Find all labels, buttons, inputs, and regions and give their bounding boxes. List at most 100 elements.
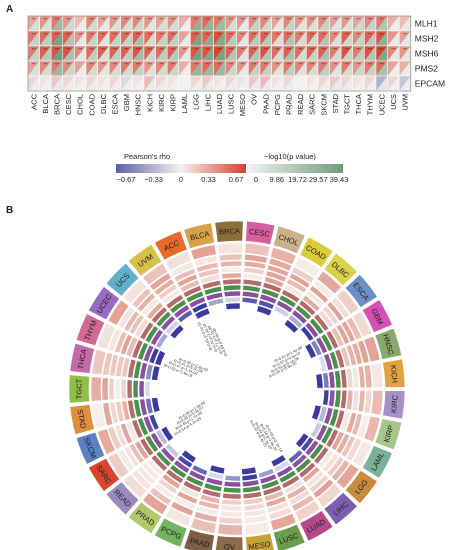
significance-stars: *** xyxy=(264,48,269,52)
cancer-label: THYM xyxy=(366,94,375,115)
rho-cell xyxy=(364,31,376,46)
significance-stars: *** xyxy=(113,33,118,37)
correlation-cell xyxy=(136,465,156,486)
correlation-cell xyxy=(301,294,321,312)
significance-stars: *** xyxy=(299,48,304,52)
cancer-segment xyxy=(273,523,306,550)
cancer-segment xyxy=(183,528,215,550)
rho-cell xyxy=(271,31,284,46)
correlation-cell xyxy=(133,360,143,379)
correlation-cell xyxy=(298,461,317,479)
pvalue-cell xyxy=(225,61,237,76)
pvalue-cell xyxy=(306,61,318,76)
correlation-cell xyxy=(190,244,217,261)
correlation-cell xyxy=(177,309,194,324)
correlation-cell xyxy=(244,253,268,264)
pvalue-cell xyxy=(190,76,202,91)
correlation-cell xyxy=(164,319,180,335)
rho-cell xyxy=(213,46,226,61)
cancer-segment xyxy=(382,358,406,388)
correlation-cell xyxy=(218,253,243,262)
pvalue-cell xyxy=(97,61,110,76)
correlation-cell xyxy=(334,370,342,389)
pvalue-cell xyxy=(318,16,330,31)
correlation-cell xyxy=(191,301,209,314)
significance-stars: *** xyxy=(310,18,315,22)
correlation-cell xyxy=(194,307,211,320)
significance-stars: *** xyxy=(310,63,315,67)
cancer-label: UVM xyxy=(401,94,410,111)
correlation-cell xyxy=(311,404,322,421)
cancer-segment xyxy=(69,404,95,436)
significance-stars: *** xyxy=(159,63,164,67)
significance-stars: *** xyxy=(136,63,141,67)
correlation-cell xyxy=(220,504,242,512)
pvalue-cell xyxy=(190,16,202,31)
pvalue-cell xyxy=(144,46,156,61)
rho-cell xyxy=(271,61,284,76)
correlation-cell xyxy=(222,486,242,494)
pvalue-cell xyxy=(260,46,272,61)
correlation-cell xyxy=(126,379,133,399)
correlation-cell xyxy=(294,457,312,474)
correlation-cell xyxy=(322,389,330,406)
rho-cell xyxy=(39,46,52,61)
rho-cell xyxy=(155,76,168,91)
significance-stars: *** xyxy=(345,63,350,67)
pvalue-cell xyxy=(376,16,388,31)
correlation-cell xyxy=(363,390,373,414)
rho-cell xyxy=(178,61,191,76)
cancer-segment xyxy=(361,299,393,333)
significance-stars: *** xyxy=(391,48,396,52)
correlation-cell xyxy=(217,242,243,255)
significance-stars: *** xyxy=(241,33,246,37)
pvalue-tick-label: 19.72 xyxy=(288,175,307,184)
rho-cell xyxy=(74,61,86,76)
rho-cell xyxy=(62,31,75,46)
significance-stars: *** xyxy=(229,63,234,67)
rho-cell xyxy=(376,76,388,91)
significance-stars: *** xyxy=(113,18,118,22)
rho-cell xyxy=(62,46,75,61)
pvalue-cell xyxy=(213,46,226,61)
cancer-label: LGG xyxy=(192,94,201,110)
correlation-cell xyxy=(263,276,285,288)
correlation-cell xyxy=(283,479,304,495)
cancer-label: ESCA xyxy=(111,94,120,114)
correlation-cell xyxy=(270,247,297,266)
correlation-cell xyxy=(122,279,148,305)
correlation-cell xyxy=(164,251,192,271)
correlation-cell xyxy=(312,279,335,300)
correlation-cell xyxy=(218,516,243,525)
rho-cell xyxy=(74,76,86,91)
correlation-cell xyxy=(164,443,180,459)
correlation-cell xyxy=(144,434,159,453)
cancer-segment xyxy=(374,418,402,451)
pvalue-cell xyxy=(294,76,307,91)
significance-stars: *** xyxy=(357,18,362,22)
heatmap-frame xyxy=(27,15,412,92)
correlation-cell xyxy=(340,435,356,458)
correlation-cell xyxy=(142,415,155,434)
correlation-cell xyxy=(316,483,343,508)
significance-stars: *** xyxy=(310,33,315,37)
correlation-cell xyxy=(137,417,149,437)
correlation-cell xyxy=(273,305,290,319)
correlation-cell xyxy=(128,443,145,464)
gene-label: PMS2 xyxy=(415,64,438,74)
correlation-cell xyxy=(188,469,207,482)
correlation-cell xyxy=(207,471,225,481)
correlation-cell xyxy=(119,422,133,445)
correlation-cell xyxy=(160,315,176,332)
significance-stars: *** xyxy=(148,18,153,22)
pvalue-cell xyxy=(318,61,330,76)
pvalue-cell xyxy=(399,76,411,91)
correlation-cell xyxy=(286,278,308,294)
correlation-cell xyxy=(242,278,263,288)
rho-cell xyxy=(213,61,226,76)
correlation-cell xyxy=(295,432,310,449)
pvalue-cell xyxy=(387,31,400,46)
correlation-cell xyxy=(180,449,197,464)
correlation-cell xyxy=(244,521,271,536)
